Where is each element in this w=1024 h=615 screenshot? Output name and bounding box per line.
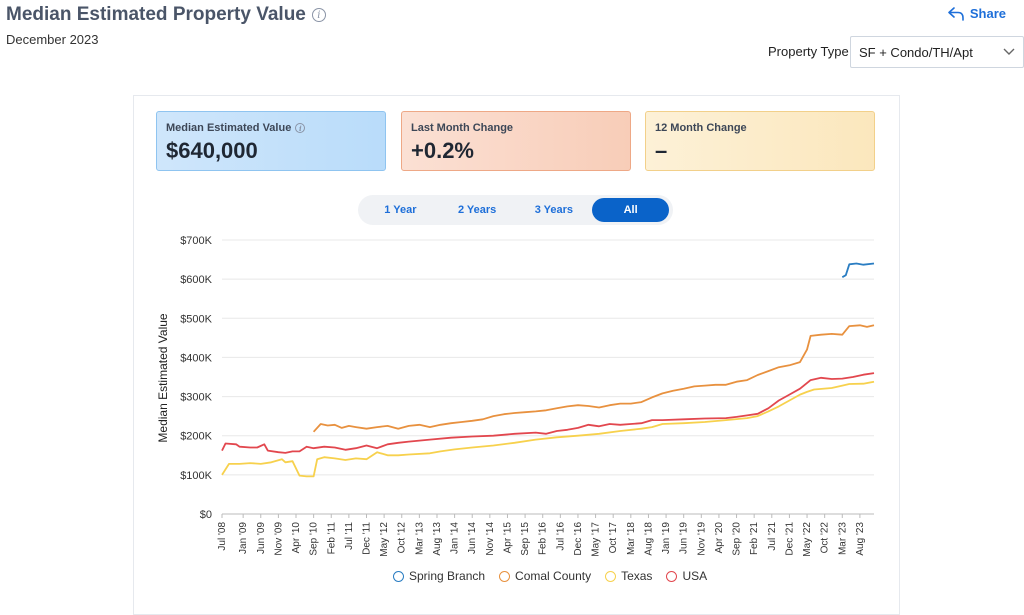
x-tick-label: Dec '11 bbox=[361, 522, 372, 555]
y-tick-label: $0 bbox=[200, 509, 212, 521]
tab-2-years[interactable]: 2 Years bbox=[457, 204, 497, 216]
tab-3-years[interactable]: 3 Years bbox=[534, 204, 574, 216]
property-type-select[interactable]: SF + Condo/TH/Apt bbox=[850, 36, 1024, 68]
x-tick-label: Mar '18 bbox=[626, 522, 637, 555]
info-icon[interactable]: i bbox=[311, 8, 326, 22]
x-tick-label: Oct '12 bbox=[397, 522, 408, 554]
x-tick-label: Jun '19 bbox=[679, 522, 690, 554]
card-label: Median Estimated Value bbox=[166, 122, 292, 134]
series-line-texas bbox=[221, 380, 875, 478]
share-label: Share bbox=[969, 6, 1006, 21]
card-label: Last Month Change bbox=[411, 122, 514, 134]
share-icon bbox=[948, 6, 964, 21]
y-axis-label: Median Estimated Value bbox=[156, 313, 170, 443]
twelve-month-change-card: 12 Month Change – bbox=[645, 111, 875, 171]
x-tick-label: Dec '16 bbox=[573, 522, 584, 556]
series-line-comal-county bbox=[312, 324, 875, 433]
tab-all[interactable]: All bbox=[592, 198, 669, 222]
legend-swatch bbox=[499, 570, 511, 582]
property-type-value: SF + Condo/TH/Apt bbox=[859, 44, 973, 60]
x-tick-label: Aug '23 bbox=[855, 522, 866, 556]
legend-item-comal-county[interactable]: Comal County bbox=[499, 569, 591, 583]
x-tick-label: Oct '17 bbox=[608, 522, 619, 554]
x-tick-label: May '12 bbox=[379, 522, 390, 557]
page-subtitle: December 2023 bbox=[6, 32, 99, 47]
median-value-card: Median Estimated Value i $640,000 bbox=[156, 111, 386, 171]
legend-label: USA bbox=[682, 569, 708, 583]
x-tick-label: Apr '15 bbox=[502, 522, 513, 554]
info-icon[interactable]: i bbox=[295, 123, 306, 133]
legend-label: Texas bbox=[621, 569, 653, 583]
chevron-down-icon bbox=[1003, 48, 1015, 55]
y-tick-label: $600K bbox=[180, 274, 212, 286]
series-line-spring-branch bbox=[841, 262, 875, 278]
x-tick-label: Jun '14 bbox=[467, 522, 478, 554]
y-tick-label: $100K bbox=[180, 470, 212, 482]
line-chart: $0 $100K $200K $300K $400K $500K $600K $700K Ju… bbox=[156, 235, 875, 557]
x-tick-label: Feb '11 bbox=[326, 522, 337, 555]
x-tick-label: Apr '20 bbox=[714, 522, 725, 554]
series-line-usa bbox=[221, 372, 875, 454]
page-title: Median Estimated Property Value bbox=[6, 4, 306, 25]
tab-1-year[interactable]: 1 Year bbox=[384, 204, 417, 216]
x-tick-label: May '22 bbox=[802, 522, 813, 557]
x-tick-label: Jun '09 bbox=[256, 522, 267, 554]
y-tick-label: $400K bbox=[180, 352, 212, 364]
legend-item-spring-branch[interactable]: Spring Branch bbox=[393, 569, 485, 583]
last-month-change-card: Last Month Change +0.2% bbox=[401, 111, 631, 171]
y-tick-label: $200K bbox=[180, 431, 212, 443]
x-tick-label: Jul '11 bbox=[344, 522, 355, 550]
card-value: +0.2% bbox=[411, 138, 474, 163]
y-tick-label: $700K bbox=[180, 235, 212, 247]
property-type-label: Property Type bbox=[768, 44, 849, 59]
x-tick-label: Aug '18 bbox=[643, 522, 654, 556]
legend-item-usa[interactable]: USA bbox=[666, 569, 707, 583]
x-tick-label: Sep '10 bbox=[309, 522, 320, 556]
share-button[interactable]: Share bbox=[948, 6, 1006, 21]
legend-swatch bbox=[666, 570, 678, 582]
x-tick-label: Oct '22 bbox=[820, 522, 831, 554]
x-tick-label: Dec '21 bbox=[784, 522, 795, 556]
x-tick-label: Jul '16 bbox=[555, 522, 566, 551]
y-tick-label: $300K bbox=[180, 392, 212, 404]
legend-label: Comal County bbox=[515, 569, 592, 583]
legend-label: Spring Branch bbox=[409, 569, 486, 583]
x-tick-label: Jan '09 bbox=[238, 522, 249, 554]
x-tick-label: May '17 bbox=[591, 522, 602, 557]
x-tick-label: Nov '09 bbox=[273, 522, 284, 556]
x-tick-label: Mar '13 bbox=[414, 522, 425, 555]
x-tick-label: Sep '15 bbox=[520, 522, 531, 556]
x-tick-label: Mar '23 bbox=[837, 522, 848, 555]
x-tick-label: Aug '13 bbox=[432, 522, 443, 556]
card-value: $640,000 bbox=[166, 138, 258, 163]
legend-item-texas[interactable]: Texas bbox=[605, 569, 652, 583]
x-tick-label: Nov '19 bbox=[696, 522, 707, 556]
legend-swatch bbox=[605, 570, 617, 582]
y-tick-label: $500K bbox=[180, 313, 212, 325]
x-tick-label: Sep '20 bbox=[732, 522, 743, 556]
card-value: – bbox=[655, 138, 668, 163]
x-tick-label: Jul '21 bbox=[767, 522, 778, 551]
card-label: 12 Month Change bbox=[655, 122, 747, 134]
chart-legend: Spring Branch Comal County Texas USA bbox=[393, 569, 707, 583]
x-tick-label: Jan '19 bbox=[661, 522, 672, 554]
title-row: Median Estimated Property Value i bbox=[6, 4, 326, 26]
x-tick-label: Feb '16 bbox=[538, 522, 549, 555]
x-tick-label: Feb '21 bbox=[749, 522, 760, 555]
range-tabs: 1 Year 2 Years 3 Years All bbox=[358, 195, 673, 225]
x-tick-label: Jan '14 bbox=[450, 522, 461, 554]
x-tick-label: Jul '08 bbox=[217, 522, 228, 551]
legend-swatch bbox=[393, 570, 404, 582]
x-tick-label: Apr '10 bbox=[291, 522, 302, 554]
x-tick-label: Nov '14 bbox=[485, 522, 496, 556]
